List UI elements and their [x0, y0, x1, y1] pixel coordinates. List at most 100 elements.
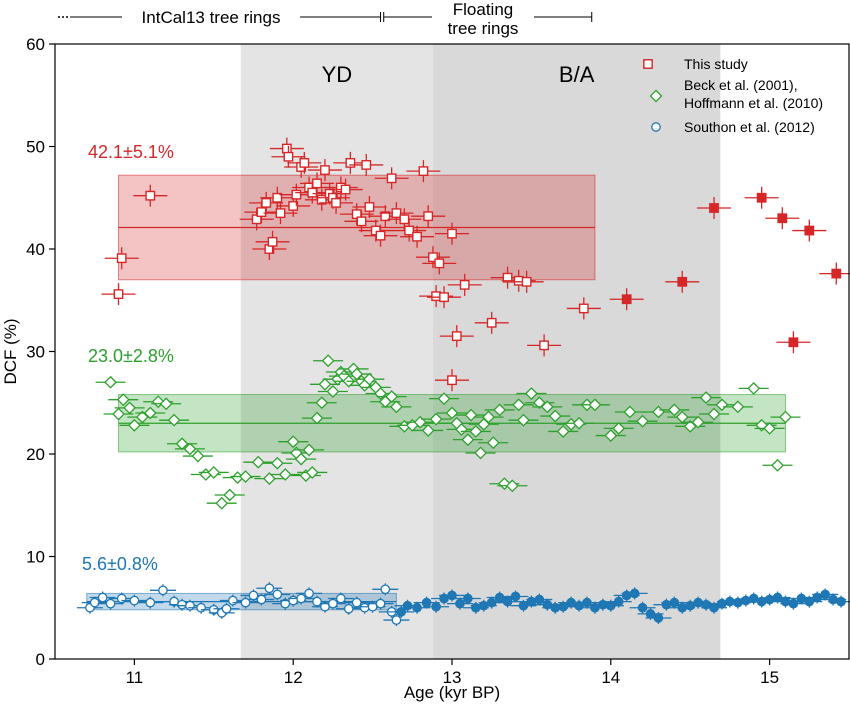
data-point-open [183, 442, 197, 456]
data-point-open [391, 615, 402, 625]
x-tick-label: 12 [284, 668, 303, 687]
data-point-open [604, 429, 618, 442]
data-point-filled [470, 602, 481, 613]
data-point-open [89, 597, 100, 608]
data-point-filled [494, 592, 505, 603]
data-point-open [296, 593, 306, 604]
y-tick-label: 10 [26, 548, 45, 567]
data-point-open [240, 597, 251, 608]
data-point-open [281, 143, 292, 154]
data-point-open [675, 410, 689, 424]
data-point-filled [788, 598, 799, 609]
data-point-open [251, 455, 265, 469]
timeline-label-intcal: IntCal13 tree rings [142, 8, 281, 27]
data-point-filled [693, 597, 703, 608]
data-point-filled [421, 597, 432, 608]
data-point-filled [621, 590, 632, 601]
data-point-open [404, 225, 415, 236]
data-point-open [331, 197, 341, 208]
data-point-open [412, 231, 422, 242]
data-point-open [145, 190, 156, 201]
data-point-open [623, 405, 637, 419]
mean-label-series-0: 42.1±5.1% [88, 142, 174, 162]
region-b-a [432, 44, 721, 659]
data-point-open [375, 230, 386, 241]
data-point-open [572, 416, 586, 430]
data-point-filled [550, 602, 561, 613]
data-point-open [502, 272, 513, 283]
x-tick-label: 13 [443, 668, 462, 687]
data-point-open [310, 411, 324, 425]
data-point-filled [486, 597, 497, 608]
data-point-open [532, 396, 546, 410]
data-point-open [391, 208, 402, 219]
data-point-filled [772, 592, 783, 603]
data-point-open [548, 409, 562, 423]
data-point-open [275, 208, 286, 219]
data-point-open [326, 385, 340, 398]
data-point-open [451, 331, 462, 342]
data-point-open [135, 410, 149, 424]
data-point-open [315, 396, 329, 410]
data-point-open [359, 602, 370, 613]
data-point-open [127, 418, 141, 432]
data-point-filled [709, 602, 719, 613]
data-point-open [248, 590, 259, 601]
data-point-open [482, 410, 495, 424]
region-yd [240, 44, 433, 659]
series-2-points [76, 582, 850, 627]
data-point-filled [534, 594, 545, 605]
data-point-open [321, 354, 335, 368]
data-point-open [129, 595, 140, 606]
data-point-open [158, 585, 168, 596]
data-point-open [691, 415, 705, 429]
data-point-filled [653, 613, 664, 623]
data-point-open [447, 228, 457, 239]
series-1-points [95, 354, 801, 510]
x-axis-title: Age (kyr BP) [404, 683, 500, 702]
data-point-open [469, 425, 483, 438]
data-point-open [493, 403, 507, 417]
data-point-filled [709, 203, 719, 213]
data-point-open [356, 216, 367, 227]
data-point-open [105, 598, 116, 609]
x-tick-label: 14 [601, 668, 620, 687]
data-point-open [283, 151, 294, 162]
data-point-open [264, 583, 275, 594]
axis-ticks: 11 12 13 14 15 0 10 20 30 40 50 60 [26, 35, 779, 687]
data-point-open [291, 189, 302, 200]
data-point-open [439, 292, 449, 303]
data-point-open [267, 236, 278, 247]
data-point-open [771, 458, 784, 472]
data-point-open [447, 375, 457, 386]
legend-marker-series-0 [643, 59, 653, 69]
timeline-label-floating: Floating [453, 0, 513, 19]
data-point-filled [637, 602, 648, 613]
data-point-open [418, 166, 429, 176]
data-point-filled [777, 213, 788, 224]
data-point-open [177, 599, 187, 610]
data-point-open [215, 496, 229, 510]
data-point-open [123, 401, 137, 415]
data-point-filled [582, 597, 592, 608]
data-point-open [385, 390, 399, 404]
data-point-open [328, 598, 338, 609]
data-point-filled [431, 601, 441, 612]
data-point-open [307, 187, 318, 198]
data-point-filled [463, 593, 473, 604]
data-point-open [256, 207, 267, 217]
legend: This study Beck et al. (2001), Hoffmann et… [643, 56, 823, 135]
data-points [76, 137, 850, 627]
data-point-open [221, 603, 232, 614]
mean-label-series-1: 23.0±2.8% [88, 346, 174, 366]
data-point-open [434, 258, 445, 269]
data-point-open [228, 595, 238, 606]
data-point-filled [605, 600, 616, 611]
data-point-open [556, 425, 570, 438]
data-point-open [318, 377, 332, 391]
y-tick-label: 30 [26, 343, 45, 362]
data-point-open [302, 443, 316, 457]
data-point-open [145, 597, 156, 608]
